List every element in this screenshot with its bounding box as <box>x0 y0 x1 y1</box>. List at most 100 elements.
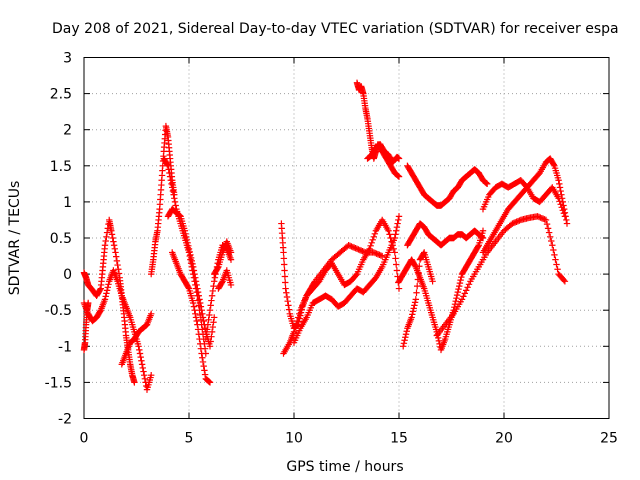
data-point <box>197 316 205 324</box>
data-point <box>456 279 464 287</box>
data-point <box>292 321 300 328</box>
data-point <box>110 238 117 245</box>
data-point <box>110 242 118 249</box>
data-point <box>555 195 562 202</box>
x-tick-label: 10 <box>285 431 303 447</box>
data-point <box>164 161 171 168</box>
data-point <box>165 166 172 173</box>
data-point <box>409 308 417 315</box>
data-point <box>458 296 466 303</box>
data-point <box>113 253 120 260</box>
data-point <box>435 337 443 345</box>
data-point <box>358 247 365 254</box>
data-point <box>552 256 559 263</box>
data-point <box>558 204 565 211</box>
data-point <box>359 248 366 255</box>
data-point <box>197 311 204 319</box>
data-point <box>195 331 202 338</box>
data-point <box>227 256 235 263</box>
data-point <box>148 310 155 318</box>
series-arc-18 <box>400 249 436 350</box>
series-arc-17 <box>395 227 487 354</box>
data-point <box>284 297 291 305</box>
chart-title: Day 208 of 2021, Sidereal Day-to-day VTE… <box>52 21 619 37</box>
y-tick-label: 2 <box>63 123 72 139</box>
data-point <box>372 249 379 257</box>
data-point <box>355 246 362 253</box>
data-point <box>103 290 110 297</box>
data-point <box>540 215 547 222</box>
data-point <box>400 340 408 347</box>
data-point <box>554 266 561 273</box>
series-arc-16 <box>364 140 403 166</box>
axis-ticks: 0 5 10 15 20 25 -2 -1.5 -1 -0.5 0 0.5 1 1.5 2 2.5 3 <box>45 51 618 447</box>
data-point <box>187 260 195 267</box>
data-point <box>553 261 560 268</box>
data-point <box>190 274 198 281</box>
data-point <box>168 180 175 188</box>
data-point <box>104 284 111 291</box>
data-point <box>193 288 200 296</box>
data-point <box>395 173 403 180</box>
y-tick-label: -2 <box>58 412 72 428</box>
data-point <box>403 328 410 335</box>
data-point <box>112 249 119 256</box>
y-tick-label: -0.5 <box>45 303 72 319</box>
data-point <box>545 229 553 236</box>
data-point <box>211 314 218 321</box>
data-point <box>208 297 215 304</box>
data-point <box>555 177 562 184</box>
data-point <box>166 173 174 180</box>
data-point <box>561 278 569 285</box>
data-point <box>376 251 383 259</box>
data-point <box>390 245 397 253</box>
data-point <box>204 326 211 333</box>
data-point <box>345 242 352 249</box>
data-point <box>367 242 374 250</box>
data-point <box>206 379 214 386</box>
data-point <box>514 217 522 225</box>
data-point <box>544 225 552 232</box>
x-tick-label: 25 <box>600 431 618 447</box>
data-point <box>282 285 289 292</box>
data-point <box>560 210 568 217</box>
data-point <box>101 242 109 249</box>
data-point <box>186 252 193 260</box>
data-point <box>103 233 110 240</box>
data-point <box>484 180 491 188</box>
data-point <box>188 263 195 271</box>
data-point <box>296 310 303 318</box>
data-point <box>171 198 179 206</box>
data-point <box>453 294 460 302</box>
data-point <box>400 343 407 350</box>
data-point <box>194 321 201 328</box>
data-point <box>456 282 463 290</box>
data-point <box>560 276 568 284</box>
data-point <box>393 267 401 274</box>
series-arc-15 <box>353 79 403 180</box>
data-point <box>348 243 355 250</box>
data-point <box>170 191 177 198</box>
data-point <box>368 239 375 247</box>
data-point <box>557 187 564 195</box>
data-point <box>509 220 516 227</box>
data-point <box>169 184 176 191</box>
data-point <box>374 251 382 258</box>
data-point <box>108 231 116 238</box>
series-arc-3 <box>80 299 92 354</box>
y-axis-label: SDTVAR / TECUs <box>7 181 23 296</box>
data-point <box>285 302 292 309</box>
data-point <box>208 328 216 336</box>
data-point <box>282 279 289 286</box>
data-point <box>281 261 288 268</box>
data-point <box>512 219 519 226</box>
data-point <box>171 195 178 202</box>
data-point <box>394 172 401 179</box>
y-tick-label: 0 <box>63 267 72 283</box>
data-point <box>373 250 380 257</box>
data-point <box>148 371 155 379</box>
data-point <box>393 227 400 234</box>
data-point <box>535 213 543 221</box>
data-point <box>218 279 226 286</box>
